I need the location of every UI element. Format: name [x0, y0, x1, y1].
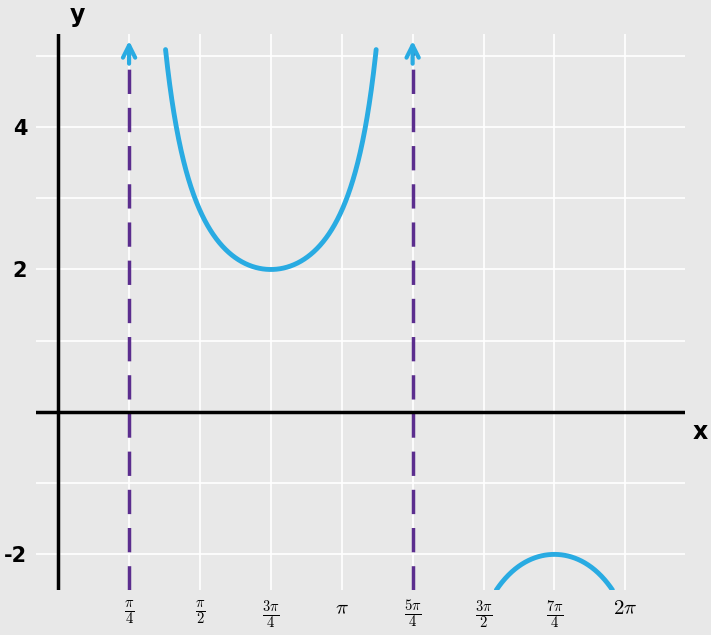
Text: x: x	[693, 420, 708, 444]
Text: y: y	[70, 3, 85, 27]
